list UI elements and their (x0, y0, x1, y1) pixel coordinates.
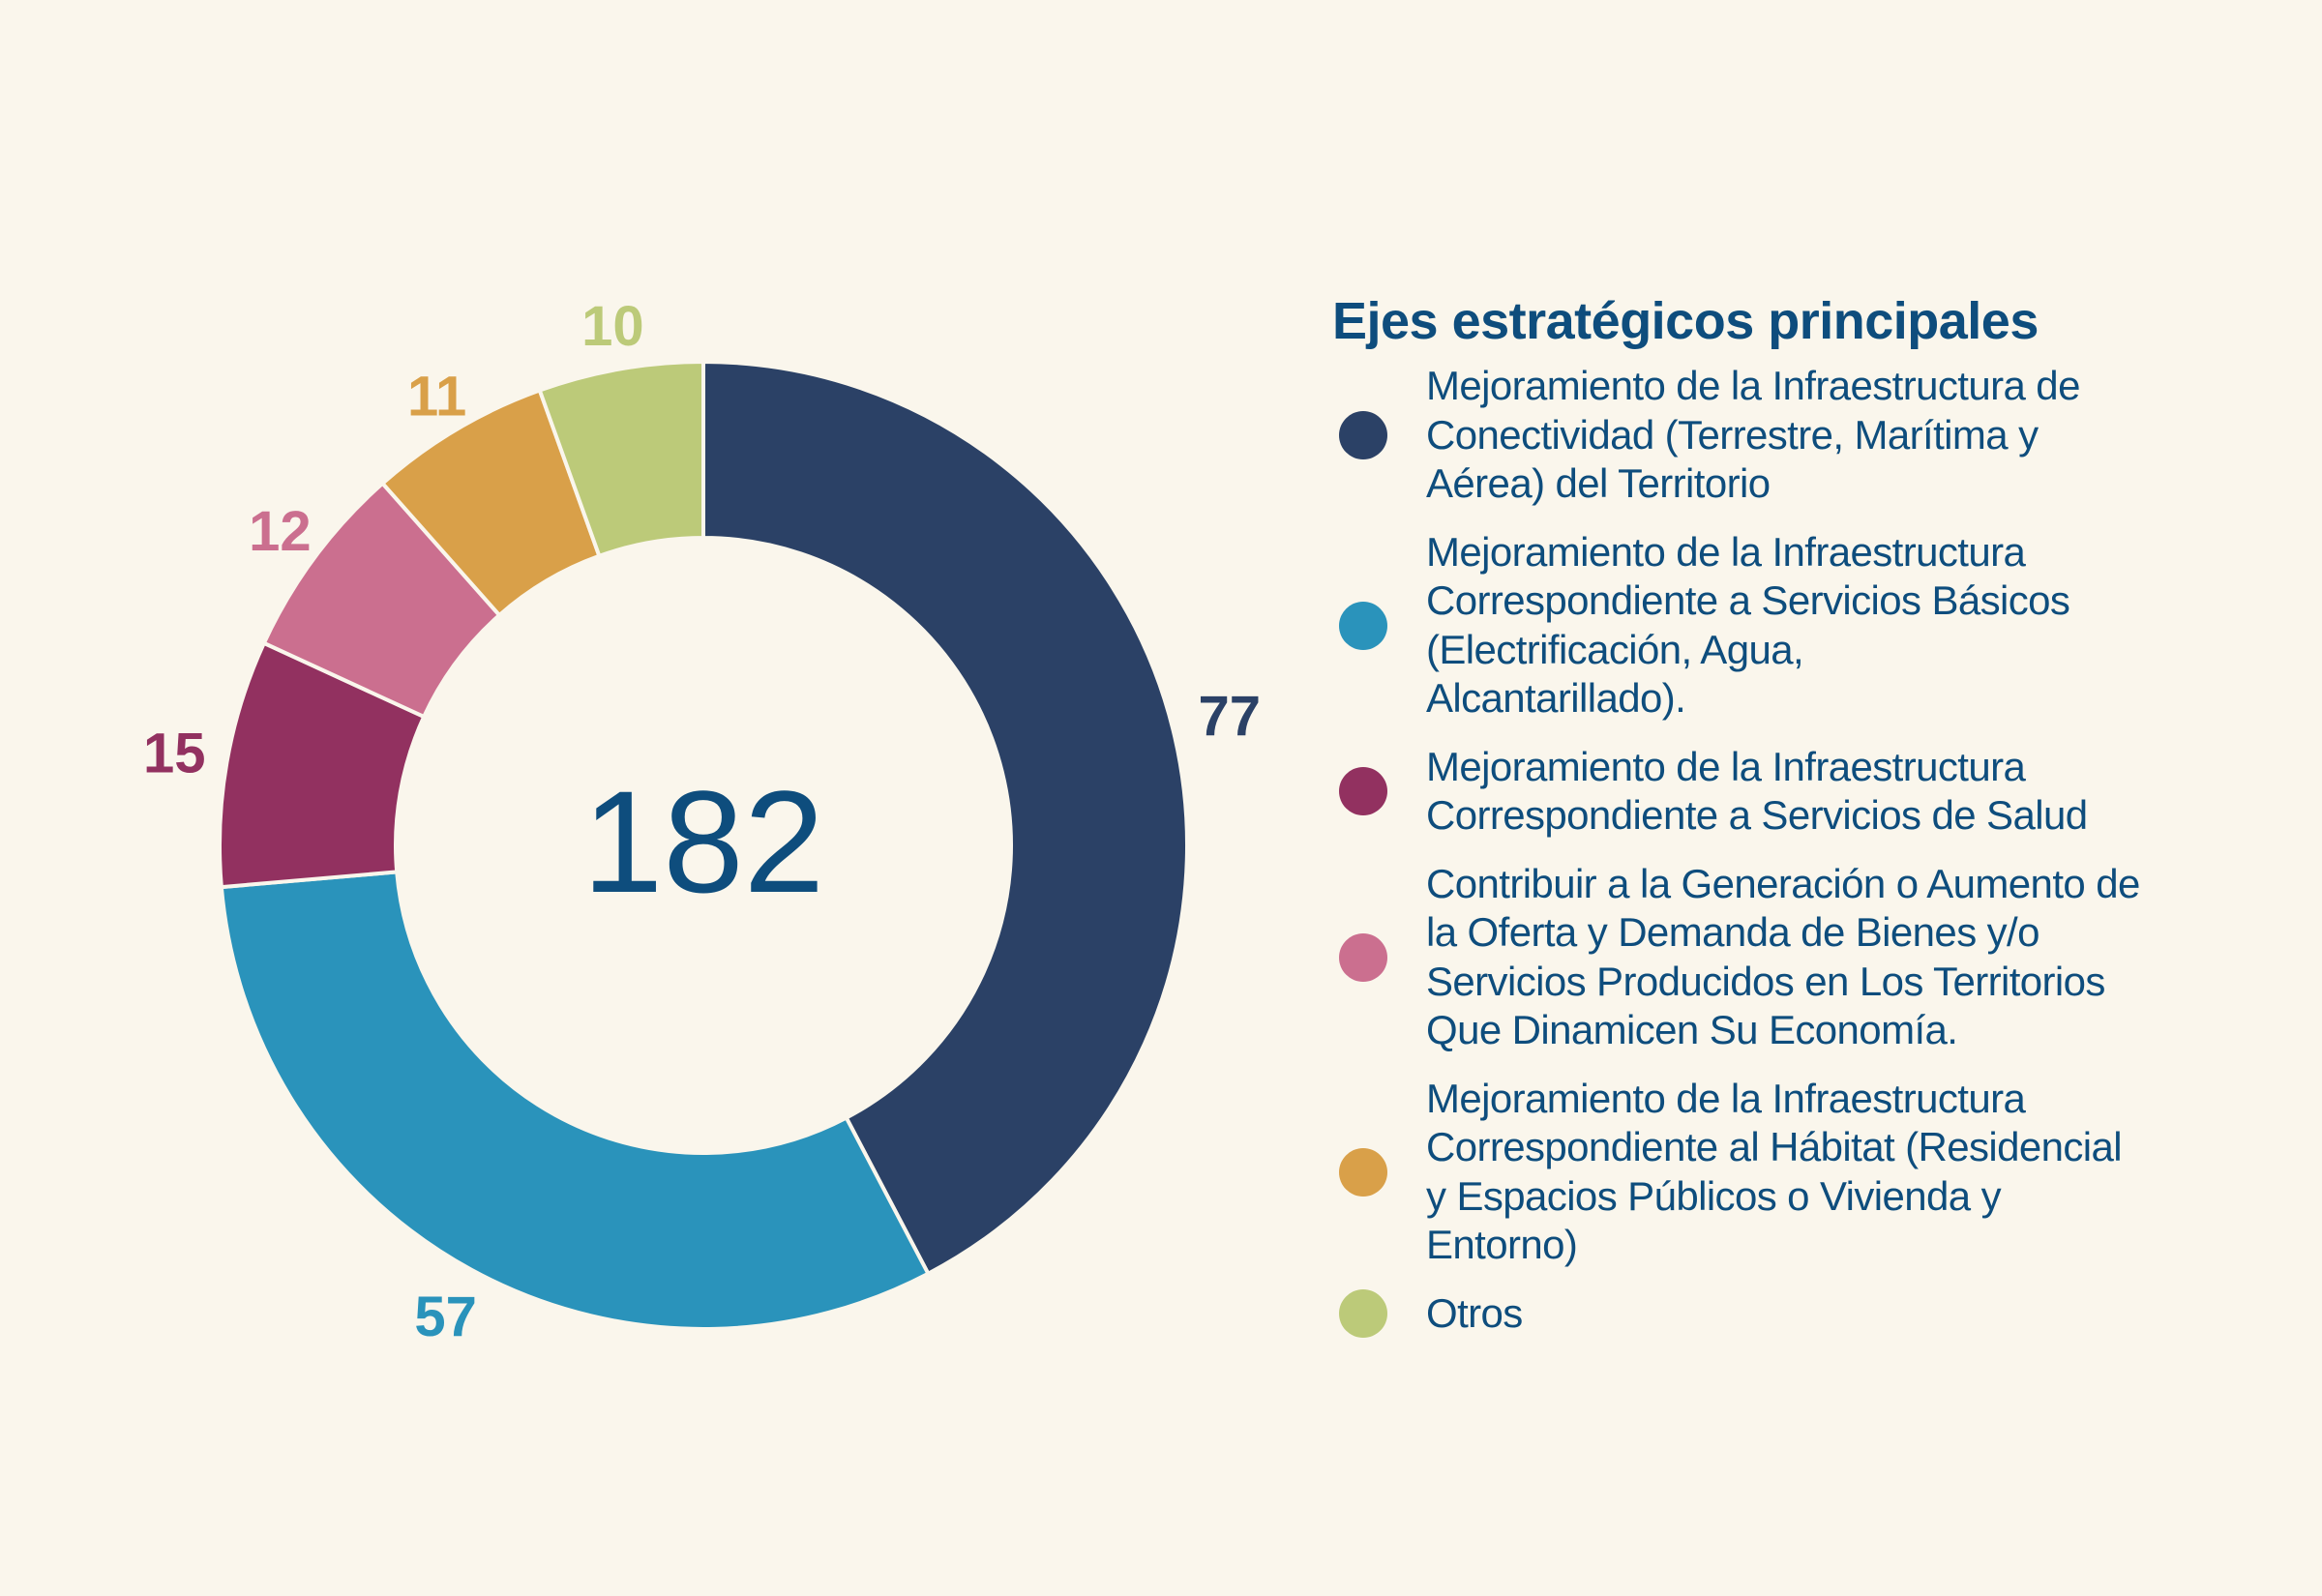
donut-data-label: 11 (407, 365, 466, 428)
legend-swatch-icon (1339, 1288, 1387, 1338)
legend-swatch-icon (1339, 1147, 1387, 1197)
donut-data-label: 77 (1198, 685, 1261, 748)
legend-item: Mejoramiento de la Infraestructura Corre… (1330, 528, 2298, 724)
legend-item: Otros (1330, 1288, 2298, 1339)
legend-item-label: Contribuir a la Generación o Aumento de … (1426, 860, 2277, 1055)
legend-line: Servicios Producidos en Los Territorios (1426, 958, 2105, 1004)
legend-line: Correspondiente al Hábitat (Residencial (1426, 1124, 2123, 1169)
legend-item-label: Mejoramiento de la Infraestructura Corre… (1426, 1075, 2277, 1270)
legend-line: Correspondiente a Servicios Básicos (1426, 577, 2070, 623)
legend-line: Mejoramiento de la Infraestructura (1426, 743, 2026, 789)
legend-list: Mejoramiento de la Infraestructura de Co… (1330, 362, 2298, 1338)
legend-line: Que Dinamicen Su Economía. (1426, 1007, 1958, 1052)
donut-data-label: 12 (249, 500, 312, 563)
legend-item-label: Otros (1426, 1289, 2277, 1339)
donut-slice (219, 870, 932, 1332)
donut-slice (537, 359, 705, 559)
donut-slices (218, 359, 1189, 1332)
legend-line: Aérea) del Territorio (1426, 460, 1771, 506)
legend-item-label: Mejoramiento de la Infraestructura Corre… (1426, 743, 2277, 841)
donut-data-labels: 77 57 15 12 11 10 (143, 295, 1261, 1348)
legend-swatch-icon (1339, 601, 1387, 650)
legend-line: Mejoramiento de la Infraestructura (1426, 528, 2026, 575)
legend-item-label: Mejoramiento de la Infraestructura de Co… (1426, 362, 2277, 509)
legend-line: (Electrificación, Agua, (1426, 626, 1804, 672)
legend-line: Entorno) (1426, 1222, 1578, 1267)
legend: Ejes estratégicos principales Mejoramien… (1330, 290, 2298, 1357)
legend-line: Correspondiente a Servicios de Salud (1426, 792, 2088, 838)
legend-swatch-icon (1339, 410, 1387, 459)
legend-line: Mejoramiento de la Infraestructura de (1426, 363, 2080, 408)
donut-slice (701, 359, 1189, 1277)
donut-chart: 77 57 15 12 11 10 182 (143, 295, 1261, 1348)
legend-item: Mejoramiento de la Infraestructura de Co… (1330, 362, 2298, 509)
legend-swatch-icon (1339, 767, 1387, 815)
legend-swatch-icon (1339, 932, 1387, 982)
legend-line: y Espacios Públicos o Vivienda y (1426, 1172, 2002, 1219)
legend-item-label: Mejoramiento de la Infraestructura Corre… (1426, 528, 2277, 724)
legend-line: la Oferta y Demanda de Bienes y/o (1426, 909, 2039, 955)
legend-line: Contribuir a la Generación o Aumento de (1426, 860, 2140, 906)
legend-item: Mejoramiento de la Infraestructura Corre… (1330, 1075, 2298, 1270)
donut-data-label: 57 (414, 1286, 477, 1348)
legend-line: Otros (1426, 1289, 1523, 1336)
legend-title: Ejes estratégicos principales (1332, 292, 2039, 350)
legend-item: Contribuir a la Generación o Aumento de … (1330, 860, 2298, 1055)
legend-line: Conectividad (Terrestre, Marítima y (1426, 411, 2039, 458)
donut-data-label: 10 (581, 295, 644, 358)
donut-center-total: 182 (582, 760, 824, 923)
legend-item: Mejoramiento de la Infraestructura Corre… (1330, 743, 2298, 841)
donut-data-label: 15 (143, 723, 206, 785)
legend-line: Alcantarillado). (1426, 675, 1686, 721)
legend-line: Mejoramiento de la Infraestructura (1426, 1075, 2026, 1121)
